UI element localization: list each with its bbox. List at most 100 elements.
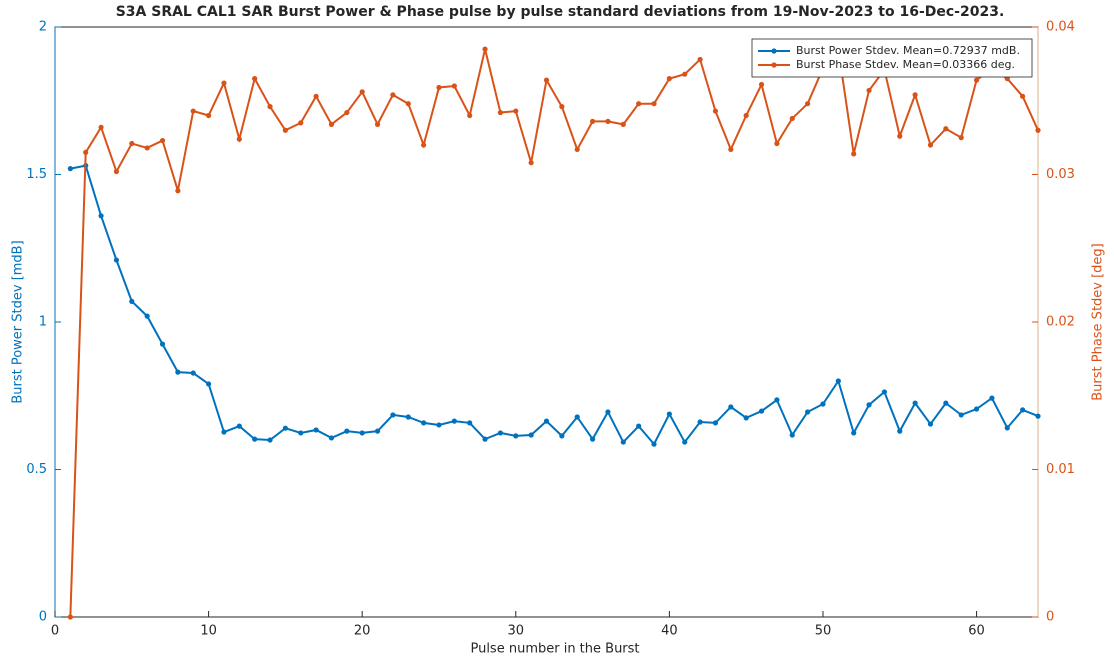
data-point (697, 419, 703, 425)
data-point (758, 81, 765, 88)
x-axis-label: Pulse number in the Burst (470, 642, 639, 657)
data-point (666, 76, 672, 82)
data-point (789, 432, 795, 438)
legend-label: Burst Power Stdev. Mean=0.72937 mdB. (796, 44, 1020, 57)
data-point (927, 142, 934, 148)
data-point (758, 408, 765, 414)
data-point (467, 112, 473, 119)
data-point (98, 124, 104, 130)
data-point (252, 76, 258, 82)
data-point (636, 423, 642, 429)
x-tick-label: 60 (968, 624, 985, 639)
data-point (451, 418, 457, 424)
data-point (344, 428, 350, 434)
data-point (943, 400, 949, 406)
data-point (282, 127, 288, 133)
data-point (589, 118, 596, 124)
data-point (1035, 413, 1041, 419)
data-point (543, 418, 550, 424)
data-point (267, 104, 273, 110)
data-point (298, 120, 304, 126)
data-point (605, 409, 611, 415)
data-point (390, 92, 396, 98)
data-point (236, 136, 242, 142)
data-point (973, 406, 980, 412)
data-point (528, 160, 534, 166)
data-point (129, 298, 135, 304)
y2-tick-label: 0.04 (1046, 20, 1075, 35)
data-point (851, 151, 857, 157)
data-point (897, 133, 903, 139)
data-point (574, 414, 580, 420)
y-tick-label: 2 (39, 20, 47, 35)
legend-box (751, 38, 1033, 78)
y2-axis-label: Burst Phase Stdev [deg] (1091, 243, 1106, 401)
y-tick-label: 1.5 (26, 167, 47, 182)
data-point (805, 409, 811, 415)
x-tick-label: 40 (661, 624, 678, 639)
data-point (528, 432, 534, 438)
y2-tick-label: 0.03 (1046, 167, 1075, 182)
data-point (390, 412, 396, 418)
data-point (728, 146, 734, 153)
data-point (897, 428, 903, 434)
y2-tick-label: 0.02 (1046, 315, 1075, 330)
data-point (467, 420, 473, 426)
x-tick-label: 0 (51, 624, 59, 639)
data-point (190, 108, 196, 114)
y-axis-label: Burst Power Stdev [mdB] (11, 240, 26, 403)
data-point (328, 121, 335, 127)
data-point (605, 118, 611, 124)
data-point (636, 101, 642, 107)
data-point (497, 430, 504, 436)
legend-marker (771, 62, 777, 68)
data-point (1020, 407, 1026, 413)
data-point (374, 428, 381, 434)
data-point (666, 411, 672, 417)
y-tick-label: 0.5 (26, 462, 47, 477)
data-point (421, 420, 427, 426)
data-point (405, 101, 411, 107)
data-point (313, 93, 319, 99)
data-point (543, 77, 550, 83)
data-point (973, 77, 980, 83)
x-tick-label: 20 (354, 624, 371, 639)
data-point (267, 437, 273, 443)
data-point (513, 433, 519, 439)
data-point (559, 433, 565, 439)
data-point (820, 401, 826, 407)
data-point (682, 71, 688, 77)
data-point (98, 213, 104, 219)
data-point (313, 427, 319, 433)
data-point (866, 402, 872, 408)
data-point (958, 135, 964, 141)
data-point (743, 112, 749, 119)
data-point (559, 104, 565, 110)
data-point (144, 313, 150, 319)
series-line (69, 46, 1039, 618)
data-point (421, 142, 427, 148)
data-point (159, 341, 166, 347)
data-point (113, 168, 120, 175)
data-point (282, 425, 288, 431)
legend-marker (771, 48, 777, 54)
data-point (497, 109, 504, 116)
data-point (113, 257, 120, 263)
data-point (789, 115, 795, 122)
data-point (774, 397, 780, 403)
data-point (866, 87, 872, 94)
data-point (359, 89, 365, 95)
x-tick-label: 50 (815, 624, 832, 639)
x-tick-label: 30 (508, 624, 525, 639)
data-point (129, 140, 135, 147)
data-point (221, 429, 227, 435)
data-point (482, 46, 488, 52)
data-point (252, 436, 258, 442)
data-point (436, 84, 442, 91)
y2-tick-label: 0 (1046, 610, 1054, 625)
data-point (359, 430, 365, 436)
data-point (144, 145, 150, 151)
series-line (70, 164, 1039, 446)
data-point (83, 149, 89, 155)
